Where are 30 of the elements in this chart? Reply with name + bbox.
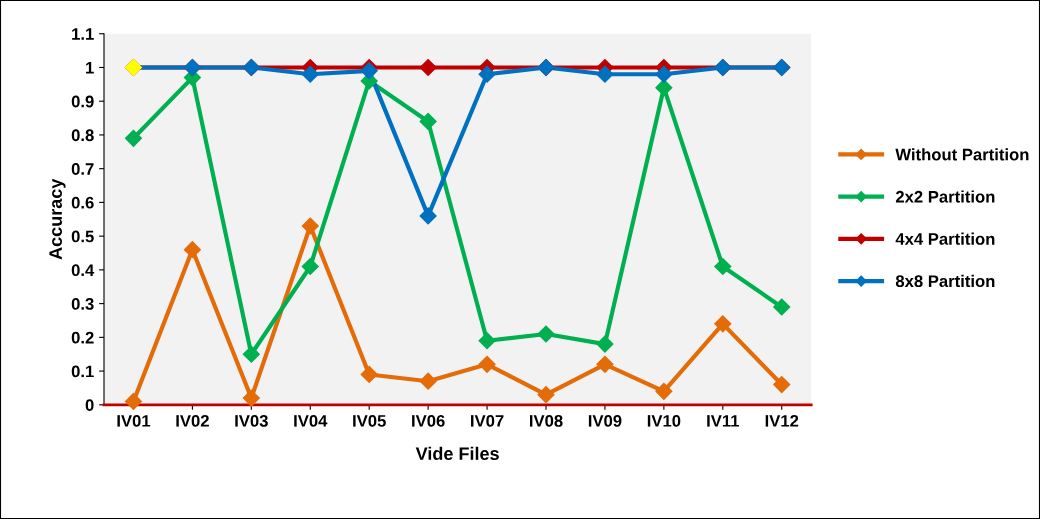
y-tick-label: 0.9 <box>71 95 94 108</box>
x-tick-label: IV05 <box>353 414 386 427</box>
y-tick-label: 1.1 <box>72 28 94 40</box>
legend-label: Without Partition <box>895 148 1029 161</box>
y-tick-label: 0.5 <box>71 230 94 243</box>
x-tick-label: IV01 <box>117 414 151 427</box>
y-tick-label: 0 <box>85 399 94 412</box>
legend-label: 8x8 Partition <box>895 274 995 288</box>
y-axis-title: Accuracy <box>49 178 66 260</box>
legend-label: 2x2 Partition <box>895 190 995 203</box>
x-tick-label: IV10 <box>647 414 681 427</box>
x-axis-title: Vide Files <box>415 446 499 461</box>
y-tick-label: 0.2 <box>71 331 94 344</box>
y-tick-label: 0.1 <box>71 365 94 378</box>
y-tick-label: 0.6 <box>71 196 94 209</box>
legend-label: 4x4 Partition <box>895 232 995 245</box>
y-tick-label: 0.3 <box>71 298 94 310</box>
y-tick-label: 0.7 <box>71 163 94 175</box>
x-tick-label: IV03 <box>235 414 268 427</box>
y-tick-label: 1 <box>86 62 94 74</box>
x-tick-label: IV02 <box>176 414 209 427</box>
y-tick-label: 0.8 <box>71 129 94 142</box>
x-tick-label: IV09 <box>588 414 622 427</box>
x-tick-label: IV11 <box>707 415 740 427</box>
x-tick-label: IV08 <box>529 414 563 427</box>
x-tick-label: IV12 <box>765 414 799 427</box>
x-tick-label: IV04 <box>294 414 328 427</box>
y-tick-label: 0.4 <box>71 264 95 277</box>
x-tick-label: IV07 <box>471 414 504 427</box>
x-tick-label: IV06 <box>412 414 445 427</box>
